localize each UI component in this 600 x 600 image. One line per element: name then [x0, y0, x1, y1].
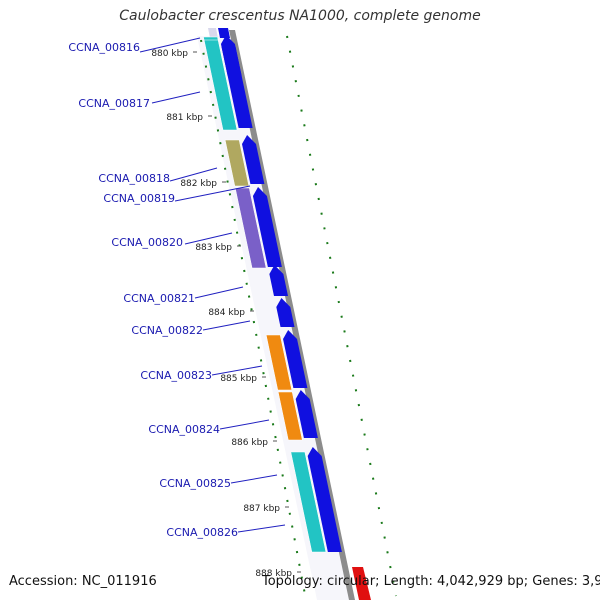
gene-label-CCNA_00816: CCNA_00816	[68, 41, 140, 54]
cds-arrow-CCNA_00820	[269, 265, 288, 296]
cds-arrow-CCNA_00818	[241, 135, 265, 184]
cds-arrow-CCNA_00819	[252, 187, 282, 267]
label-leader-CCNA_00817	[151, 91, 201, 104]
label-leader-CCNA_00816	[139, 37, 201, 53]
gene-label-CCNA_00822: CCNA_00822	[131, 324, 203, 337]
label-leader-CCNA_00819	[174, 185, 251, 202]
gene-label-CCNA_00820: CCNA_00820	[111, 236, 183, 249]
outer-tick-guide	[286, 35, 397, 597]
gene-label-CCNA_00825: CCNA_00825	[159, 477, 231, 490]
gene-label-CCNA_00819: CCNA_00819	[103, 192, 175, 205]
gene-label-CCNA_00824: CCNA_00824	[148, 423, 220, 436]
gene-feature-CCNA_00819	[234, 187, 267, 269]
scale-label-4: 884 kbp	[208, 308, 245, 318]
topology-length-genes-text: Topology: circular; Length: 4,042,929 bp…	[262, 574, 600, 589]
scale-label-7: 887 kbp	[243, 504, 280, 514]
label-leader-CCNA_00821	[194, 286, 244, 299]
gene-label-CCNA_00818: CCNA_00818	[98, 172, 170, 185]
map-title: Caulobacter crescentus NA1000, complete …	[119, 8, 481, 24]
cds-arrow-CCNA_00825	[307, 447, 331, 500]
gene-feature-CCNA_00824	[277, 391, 303, 441]
cds-arrow-CCNA_00822	[276, 298, 295, 327]
cds-arrow-CCNA_00824	[295, 390, 318, 438]
gene-feature-CCNA_00823	[265, 334, 293, 391]
label-leader-CCNA_00826	[237, 524, 286, 533]
gene-feature-CCNA_00825	[290, 451, 327, 553]
scale-label-3: 883 kbp	[195, 243, 232, 253]
gene-feature-CCNA_00817	[203, 39, 238, 131]
gene-feature-red-bottom	[352, 567, 371, 600]
label-leader-CCNA_00823	[211, 365, 263, 376]
scale-label-8: 888 kbp	[255, 569, 292, 579]
scale-label-2: 882 kbp	[180, 179, 217, 189]
cds-arrow-CCNA_00826	[316, 490, 342, 552]
scale-label-5: 885 kbp	[220, 374, 257, 384]
label-leader-CCNA_00820	[184, 232, 233, 245]
partial-forward-arrow-top	[218, 28, 230, 38]
gene-label-CCNA_00821: CCNA_00821	[123, 292, 195, 305]
cds-arrow-CCNA_00823	[283, 330, 308, 388]
gene-label-CCNA_00823: CCNA_00823	[140, 369, 212, 382]
label-leader-CCNA_00818	[169, 167, 218, 182]
scale-label-1: 881 kbp	[166, 113, 203, 123]
label-leader-CCNA_00825	[230, 474, 278, 484]
cds-arrow-CCNA_00817	[221, 38, 253, 128]
gene-label-CCNA_00817: CCNA_00817	[78, 97, 150, 110]
scale-label-6: 886 kbp	[231, 438, 268, 448]
accession-text: Accession: NC_011916	[9, 574, 157, 589]
label-leader-CCNA_00824	[219, 419, 270, 430]
gene-label-CCNA_00826: CCNA_00826	[166, 526, 238, 539]
label-leader-CCNA_00822	[202, 320, 251, 331]
partial-feature-top	[208, 28, 218, 38]
scale-label-0: 880 kbp	[151, 49, 188, 59]
